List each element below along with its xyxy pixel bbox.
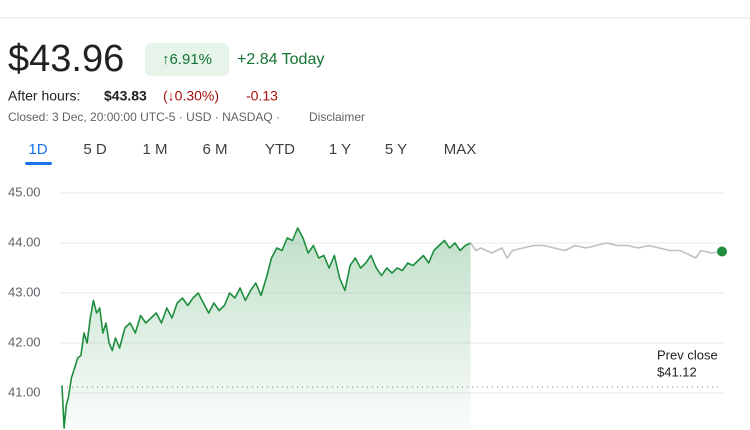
range-tab[interactable]: 6 M	[202, 141, 227, 158]
price-line	[61, 227, 471, 429]
y-tick-label: 41.00	[8, 384, 41, 399]
range-tab[interactable]: 1 Y	[329, 141, 351, 158]
y-tick-label: 45.00	[8, 184, 41, 199]
after-hours-price: $43.83	[104, 88, 147, 104]
area	[62, 228, 471, 430]
range-tab[interactable]: 1 M	[142, 141, 167, 158]
price: $43.96	[8, 38, 124, 80]
status: Closed: 3 Dec, 20:00:00 UTC-5 · USD · NA…	[8, 110, 280, 124]
range-tab[interactable]: MAX	[444, 141, 477, 158]
end-marker	[717, 246, 727, 257]
after-hours-pct: (↓0.30%)	[163, 88, 219, 104]
annotation: $41.12	[657, 364, 697, 379]
price-line	[469, 242, 723, 259]
range-tab[interactable]: 1D	[28, 141, 47, 158]
y-tick-label: 42.00	[8, 334, 41, 349]
after-hours-change: -0.13	[246, 88, 278, 104]
y-tick-label: 43.00	[8, 284, 41, 299]
change-badge	[145, 43, 229, 76]
change-pct: ↑6.91%	[162, 51, 212, 68]
tab-indicator	[25, 162, 52, 165]
change-today: +2.84 Today	[237, 51, 324, 68]
range-tab[interactable]: YTD	[265, 141, 295, 158]
y-tick-label: 44.00	[8, 234, 41, 249]
range-tab[interactable]: 5 D	[83, 141, 107, 158]
range-tab[interactable]: 5 Y	[385, 141, 407, 158]
disclaimer-link[interactable]: Disclaimer	[309, 110, 365, 124]
after-hours-label: After hours:	[8, 88, 80, 104]
annotation: Prev close	[657, 347, 718, 362]
